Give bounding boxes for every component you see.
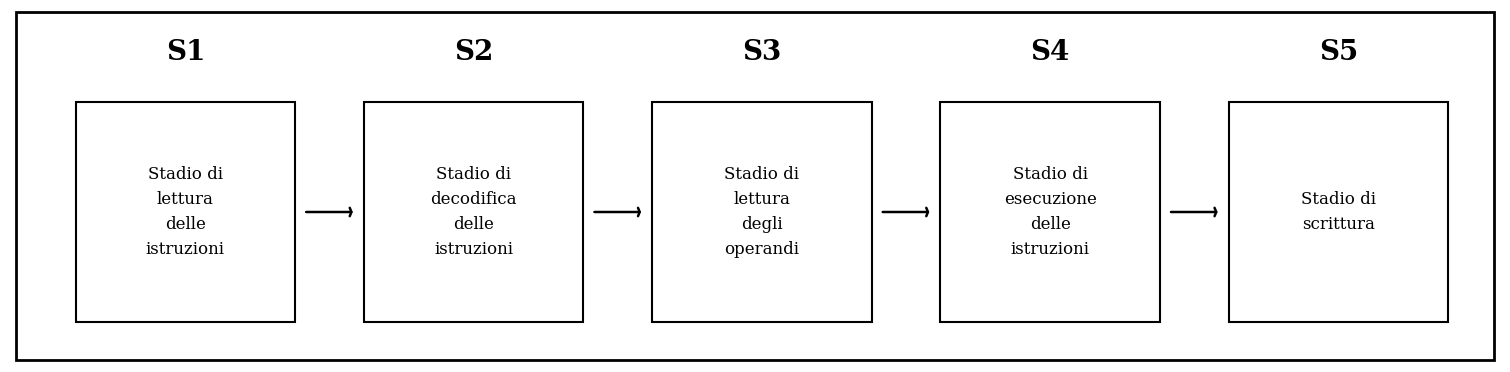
Text: S1: S1 — [166, 38, 205, 65]
Bar — [652, 102, 871, 322]
Text: Stadio di
scrittura: Stadio di scrittura — [1302, 191, 1376, 233]
Bar — [76, 102, 294, 322]
Bar — [941, 102, 1160, 322]
Text: Stadio di
esecuzione
delle
istruzioni: Stadio di esecuzione delle istruzioni — [1004, 166, 1096, 258]
Bar — [1229, 102, 1448, 322]
Text: S2: S2 — [455, 38, 494, 65]
Text: S5: S5 — [1318, 38, 1357, 65]
Text: Stadio di
decodifica
delle
istruzioni: Stadio di decodifica delle istruzioni — [430, 166, 516, 258]
Text: Stadio di
lettura
delle
istruzioni: Stadio di lettura delle istruzioni — [146, 166, 225, 258]
Text: S4: S4 — [1030, 38, 1069, 65]
Text: S3: S3 — [743, 38, 782, 65]
Text: Stadio di
lettura
degli
operandi: Stadio di lettura degli operandi — [725, 166, 799, 258]
Bar — [364, 102, 583, 322]
